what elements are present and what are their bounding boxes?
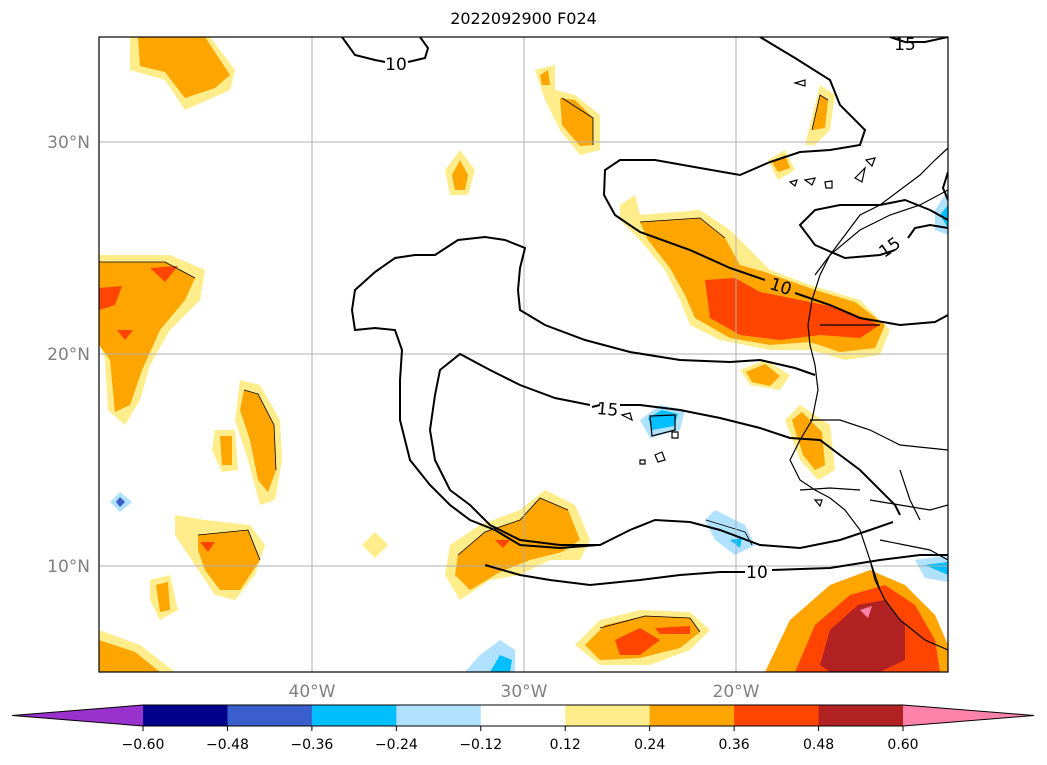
isoline-labels: 10 15 15 15 10 10 bbox=[385, 35, 916, 583]
colorbar-tick-label: −0.24 bbox=[375, 737, 418, 753]
longitude-labels: 40°W 30°W 20°W bbox=[289, 682, 760, 702]
colorbar-tick-label: 0.60 bbox=[887, 737, 918, 753]
shading-outlines bbox=[99, 94, 829, 633]
isoline-label: 15 bbox=[596, 399, 619, 421]
lon-label: 20°W bbox=[713, 682, 760, 702]
lon-label: 40°W bbox=[289, 682, 336, 702]
lat-label: 10°N bbox=[47, 557, 90, 577]
lat-label: 20°N bbox=[47, 345, 90, 365]
lat-label: 30°N bbox=[47, 133, 90, 153]
colorbar-tick-label: −0.60 bbox=[122, 737, 165, 753]
colorbar-segment bbox=[649, 705, 735, 726]
colorbar-tick-label: 0.36 bbox=[719, 737, 750, 753]
isoline-label: 10 bbox=[385, 55, 407, 75]
graticule bbox=[99, 37, 948, 672]
latitude-labels: 30°N 20°N 10°N bbox=[47, 133, 90, 577]
isoline-label: 10 bbox=[746, 563, 768, 583]
colorbar-segment bbox=[480, 705, 566, 726]
isoline-label: 15 bbox=[876, 234, 905, 263]
colorbar-tick-label: −0.36 bbox=[290, 737, 333, 753]
colorbar-segment bbox=[396, 705, 482, 726]
colorbar-segment bbox=[311, 705, 397, 726]
isolines bbox=[341, 37, 948, 587]
colorbar-segment bbox=[818, 705, 904, 726]
colorbar-extend-high bbox=[903, 705, 1034, 726]
map-area: 10 15 15 15 10 10 bbox=[99, 35, 948, 672]
colorbar-tick-label: 0.12 bbox=[550, 737, 581, 753]
colorbar-segment bbox=[565, 705, 651, 726]
colorbar-segment bbox=[734, 705, 820, 726]
colorbar-segment bbox=[143, 705, 228, 726]
lon-label: 30°W bbox=[501, 682, 548, 702]
colorbar: −0.60 −0.48 −0.36 −0.24 −0.12 0.12 0.24 0.36 0.4… bbox=[11, 704, 1035, 753]
colorbar-tick-label: 0.24 bbox=[634, 737, 665, 753]
colorbar-extend-low bbox=[12, 705, 143, 726]
colorbar-tick-label: −0.48 bbox=[206, 737, 249, 753]
page-title: 2022092900 F024 bbox=[450, 9, 597, 28]
colorbar-tick-label: −0.12 bbox=[459, 737, 502, 753]
colorbar-segment bbox=[227, 705, 313, 726]
isoline-label: 15 bbox=[894, 35, 916, 55]
map-frame bbox=[98, 36, 949, 673]
anomaly-shading bbox=[99, 37, 948, 672]
colorbar-tick-label: 0.48 bbox=[803, 737, 834, 753]
